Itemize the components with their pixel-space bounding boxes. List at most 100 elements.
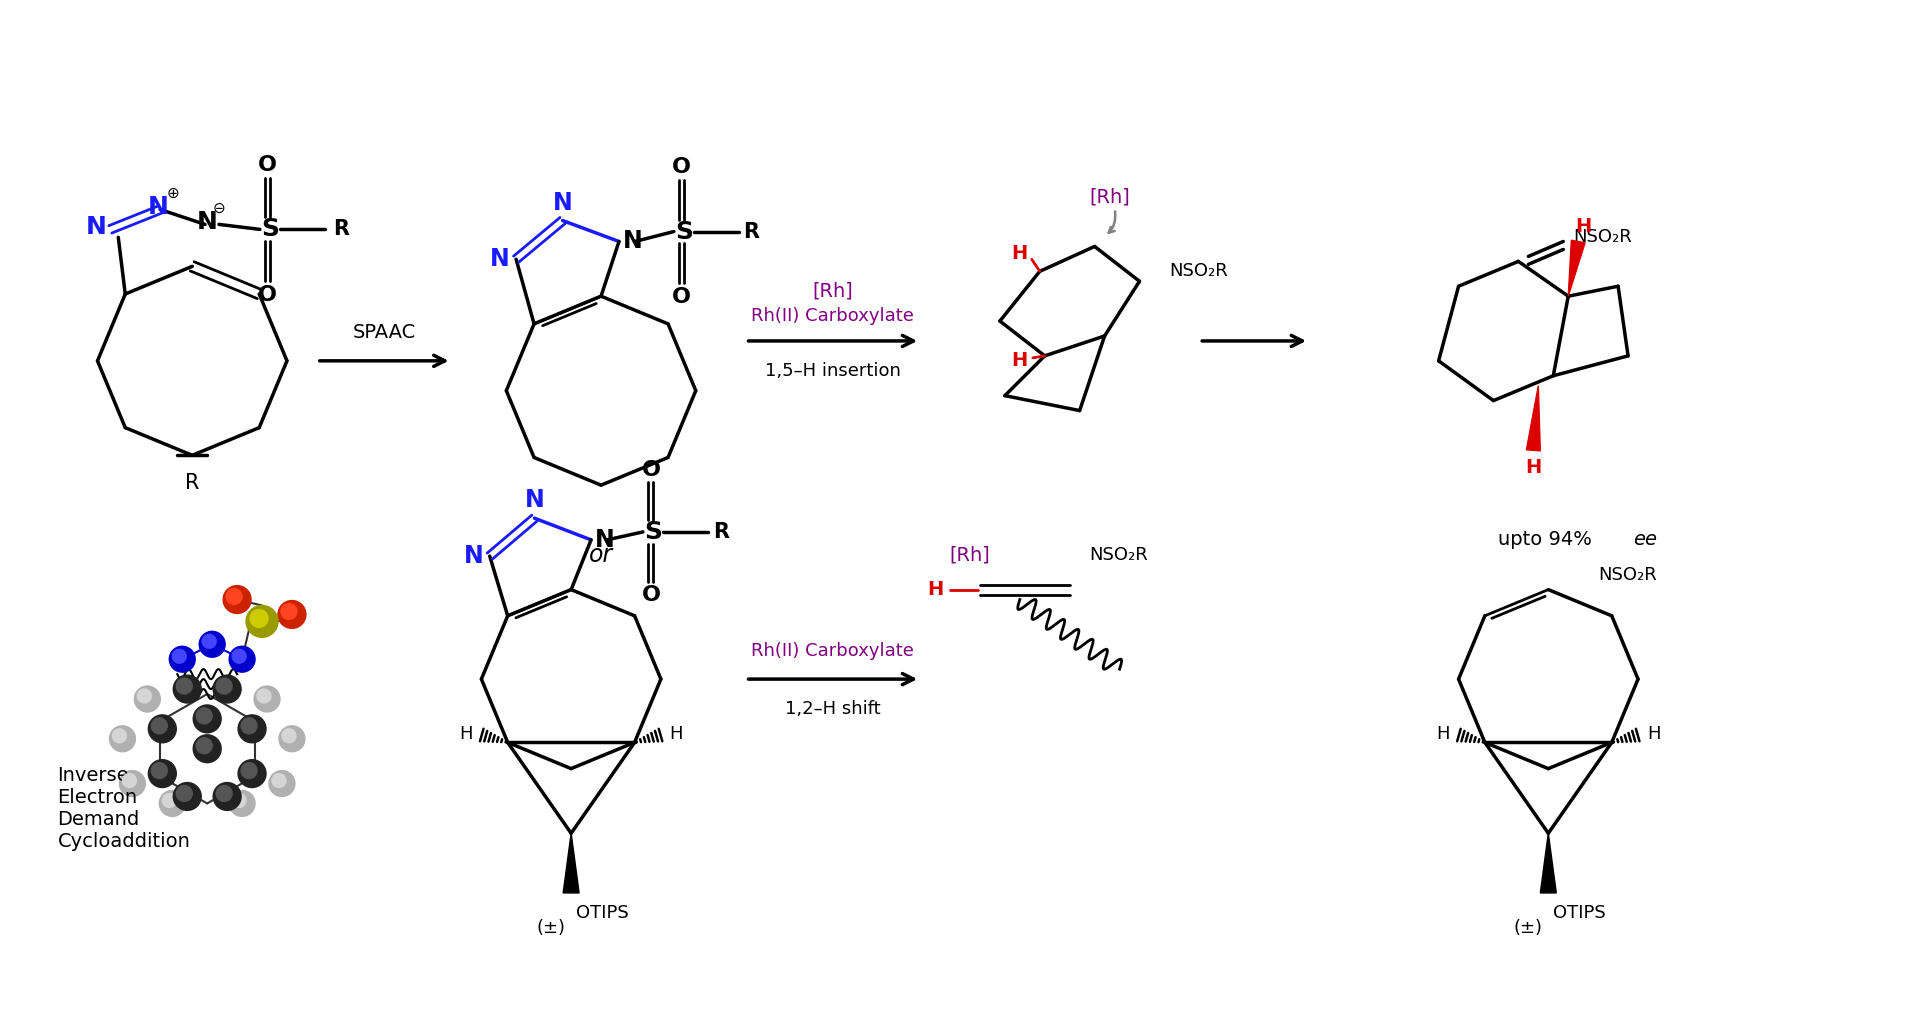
Circle shape (239, 759, 266, 787)
Circle shape (196, 708, 212, 723)
Text: NSO₂R: NSO₂R (1599, 566, 1656, 583)
Text: Inverse
Electron
Demand
Cycloaddition: Inverse Electron Demand Cycloaddition (58, 766, 191, 851)
Text: N: N (553, 190, 572, 215)
Text: ee: ee (1633, 530, 1656, 549)
Circle shape (112, 729, 127, 743)
Text: N: N (595, 528, 614, 552)
Text: O: O (641, 460, 661, 481)
Text: S: S (260, 217, 279, 242)
Text: [Rh]: [Rh] (950, 545, 990, 564)
Circle shape (173, 675, 200, 703)
Text: Rh(II) Carboxylate: Rh(II) Carboxylate (751, 307, 915, 325)
Circle shape (214, 675, 241, 703)
Circle shape (281, 604, 297, 619)
Polygon shape (1568, 240, 1585, 296)
Text: H: H (1575, 217, 1591, 236)
Text: (±): (±) (1514, 919, 1543, 936)
Circle shape (223, 586, 250, 613)
Circle shape (214, 782, 241, 811)
Text: N: N (148, 196, 169, 219)
Circle shape (233, 649, 247, 664)
Circle shape (229, 790, 254, 816)
Circle shape (256, 689, 272, 703)
Text: or: or (589, 542, 612, 567)
Circle shape (123, 774, 137, 787)
Circle shape (135, 686, 160, 712)
Text: O: O (641, 584, 661, 605)
Text: H: H (926, 580, 944, 599)
Polygon shape (562, 833, 580, 893)
Polygon shape (1527, 386, 1541, 451)
Circle shape (177, 678, 193, 694)
Text: S: S (674, 219, 693, 244)
Circle shape (152, 718, 168, 734)
Circle shape (148, 715, 177, 743)
Text: H: H (458, 725, 472, 743)
Text: R: R (333, 219, 349, 240)
Text: S: S (643, 520, 663, 544)
Circle shape (171, 649, 187, 664)
Circle shape (198, 632, 225, 658)
Text: NSO₂R: NSO₂R (1169, 262, 1229, 280)
Circle shape (241, 762, 256, 779)
Text: H: H (1647, 725, 1660, 743)
Text: SPAAC: SPAAC (352, 323, 416, 343)
Circle shape (229, 646, 254, 672)
Polygon shape (1541, 833, 1556, 893)
Text: H: H (670, 725, 684, 743)
Text: 1,5–H insertion: 1,5–H insertion (765, 362, 901, 380)
Circle shape (247, 605, 277, 637)
Circle shape (162, 793, 177, 808)
Text: [Rh]: [Rh] (813, 282, 853, 300)
Circle shape (216, 785, 233, 802)
Text: Rh(II) Carboxylate: Rh(II) Carboxylate (751, 642, 915, 661)
Circle shape (110, 725, 135, 752)
Circle shape (270, 771, 295, 796)
Text: N: N (491, 247, 510, 272)
Circle shape (160, 790, 185, 816)
Text: OTIPS: OTIPS (1552, 903, 1606, 922)
Circle shape (173, 782, 200, 811)
Circle shape (250, 609, 268, 628)
Circle shape (137, 689, 152, 703)
Text: O: O (258, 154, 277, 175)
Text: N: N (196, 210, 218, 235)
Circle shape (196, 738, 212, 753)
Circle shape (148, 759, 177, 787)
Text: N: N (87, 215, 106, 240)
Text: O: O (672, 287, 691, 308)
Circle shape (277, 601, 306, 629)
Text: (±): (±) (535, 919, 564, 936)
Text: H: H (1525, 458, 1541, 476)
Circle shape (193, 705, 221, 733)
Circle shape (216, 678, 233, 694)
Circle shape (272, 774, 285, 787)
Circle shape (193, 735, 221, 762)
Circle shape (279, 725, 304, 752)
Text: N: N (524, 488, 545, 512)
Text: NSO₂R: NSO₂R (1574, 227, 1631, 246)
Text: H: H (1437, 725, 1450, 743)
Circle shape (169, 646, 195, 672)
Text: R: R (713, 522, 728, 542)
Circle shape (152, 762, 168, 779)
Text: NSO₂R: NSO₂R (1090, 545, 1148, 564)
Text: R: R (185, 473, 200, 493)
Text: OTIPS: OTIPS (576, 903, 630, 922)
Circle shape (233, 793, 247, 808)
Text: ⊖: ⊖ (212, 201, 225, 216)
Circle shape (241, 718, 256, 734)
Text: R: R (743, 221, 759, 242)
Circle shape (177, 785, 193, 802)
Circle shape (119, 771, 144, 796)
Text: N: N (624, 229, 643, 253)
Text: 1,2–H shift: 1,2–H shift (786, 700, 880, 718)
Text: upto 94%: upto 94% (1498, 530, 1599, 549)
Circle shape (225, 589, 243, 604)
Text: [Rh]: [Rh] (1090, 187, 1131, 206)
Text: N: N (464, 544, 483, 568)
Circle shape (281, 729, 297, 743)
Text: H: H (1011, 351, 1028, 370)
Text: O: O (672, 156, 691, 177)
Text: ⊕: ⊕ (168, 186, 179, 201)
